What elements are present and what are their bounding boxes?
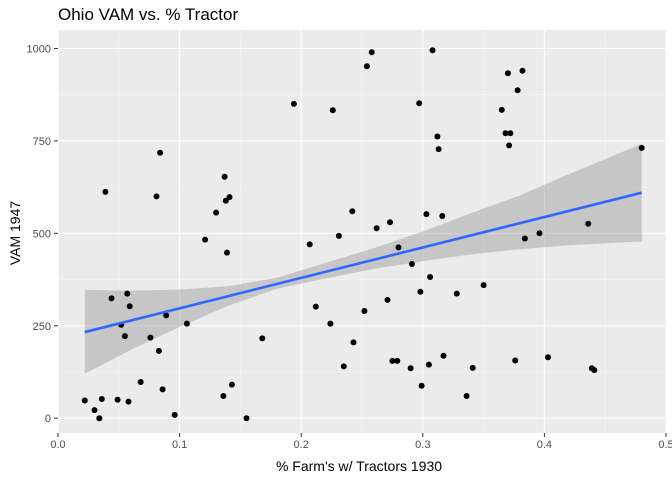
trend-line <box>84 191 642 334</box>
x-axis: 0.0 0.1 0.2 0.3 0.4 0.5 <box>50 433 672 451</box>
data-point <box>427 274 434 280</box>
data-point <box>98 396 105 402</box>
data-point <box>349 208 356 215</box>
data-point <box>463 393 470 399</box>
data-point <box>91 407 98 414</box>
data-point <box>124 290 131 297</box>
x-tick-label: 0.5 <box>658 439 672 451</box>
data-point <box>591 367 598 374</box>
data-point <box>335 232 342 239</box>
data-point <box>306 241 313 248</box>
data-point <box>512 357 519 364</box>
data-point <box>213 209 220 216</box>
data-point <box>157 149 164 156</box>
y-tick-label: 500 <box>33 228 51 240</box>
x-tick-label: 0.2 <box>294 439 309 451</box>
data-point <box>506 142 513 149</box>
data-point <box>159 386 166 393</box>
data-point <box>423 211 430 218</box>
x-tick-label: 0.4 <box>537 439 552 451</box>
data-point <box>425 361 432 368</box>
data-point <box>222 197 229 204</box>
data-point <box>429 47 436 54</box>
confidence-band <box>84 143 642 374</box>
data-point <box>545 354 551 361</box>
data-point <box>155 347 162 354</box>
x-axis-title: % Farm's w/ Tractors 1930 <box>276 458 442 474</box>
data-point <box>519 67 526 74</box>
data-point <box>243 415 250 422</box>
data-point <box>259 335 266 342</box>
data-point <box>121 333 128 340</box>
data-point <box>417 288 424 295</box>
data-point <box>384 296 391 303</box>
data-point <box>536 230 543 237</box>
data-point <box>469 364 476 371</box>
data-point <box>312 303 319 310</box>
data-point <box>434 133 441 140</box>
data-point <box>108 295 115 302</box>
data-point <box>480 282 487 289</box>
data-point <box>102 188 109 195</box>
y-tick-label: 250 <box>33 321 51 333</box>
data-point <box>363 63 370 70</box>
data-point <box>96 415 103 422</box>
data-point <box>373 225 380 232</box>
data-point <box>137 379 144 385</box>
chart-title: Ohio VAM vs. % Tractor <box>58 5 238 24</box>
data-point <box>183 320 190 327</box>
data-point <box>408 261 415 267</box>
data-point <box>394 357 401 364</box>
data-point <box>453 290 460 297</box>
x-tick-label: 0.3 <box>415 439 430 451</box>
data-point <box>521 235 528 242</box>
x-tick-label: 0.1 <box>172 439 187 451</box>
data-point <box>361 308 368 314</box>
data-point <box>224 249 230 256</box>
data-point <box>440 352 447 359</box>
data-point <box>395 244 402 251</box>
data-point <box>163 312 170 319</box>
y-axis-title: VAM 1947 <box>7 201 23 266</box>
data-point <box>368 49 375 56</box>
data-point <box>125 398 132 405</box>
data-point <box>340 363 347 370</box>
data-point <box>435 146 442 153</box>
data-point <box>418 382 425 389</box>
data-point <box>147 334 154 341</box>
y-tick-label: 0 <box>45 413 51 425</box>
data-point <box>638 144 645 151</box>
data-point <box>387 219 393 226</box>
data-point <box>221 173 228 180</box>
data-point <box>389 357 396 364</box>
y-tick-label: 1000 <box>27 43 51 55</box>
data-point <box>226 194 233 201</box>
data-point <box>585 220 592 227</box>
data-point <box>407 365 414 372</box>
data-point <box>416 100 423 107</box>
data-point <box>439 213 446 219</box>
data-point <box>220 393 227 399</box>
data-point <box>504 70 511 77</box>
data-point <box>171 411 178 418</box>
plot-panel <box>57 30 667 433</box>
x-tick-label: 0.0 <box>50 439 65 451</box>
data-point <box>507 130 514 137</box>
data-point <box>290 100 297 107</box>
y-tick-label: 750 <box>33 136 51 148</box>
data-point <box>153 193 160 200</box>
data-point <box>502 130 509 137</box>
data-point <box>498 106 505 113</box>
data-point <box>514 87 521 94</box>
data-point <box>327 320 334 327</box>
data-point <box>329 107 336 114</box>
data-point <box>202 236 209 243</box>
y-axis: 0 250 500 750 1000 <box>27 43 58 425</box>
data-point <box>81 397 88 404</box>
data-point <box>114 396 121 403</box>
data-point <box>228 381 235 388</box>
data-point <box>350 339 357 346</box>
data-point <box>126 303 133 310</box>
